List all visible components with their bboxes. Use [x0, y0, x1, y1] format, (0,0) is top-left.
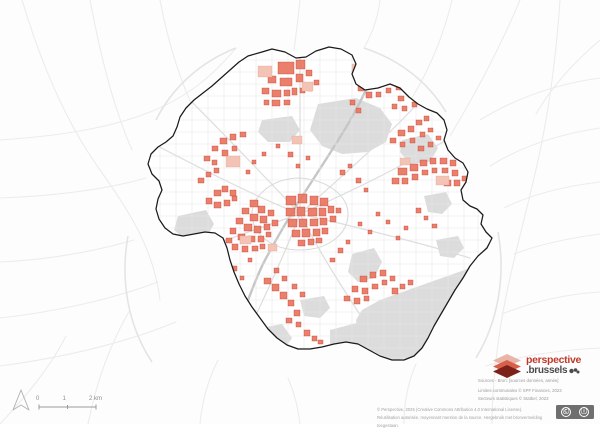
logo-iris-icon [569, 368, 580, 374]
canal [236, 52, 382, 334]
copyright-line-3: toegestaan. [377, 422, 399, 428]
inner-ring-road [251, 177, 349, 251]
perspective-brussels-logo[interactable]: perspective .brussels [492, 353, 596, 378]
scale-bar-labels: 0 1 2 km [36, 396, 102, 402]
logo-diamond-mark [493, 354, 521, 378]
sources-line-3: Secteurs statistiques © Statbel, 2023 [478, 395, 549, 401]
scale-tick-2: 2 km [88, 396, 102, 402]
scale-tick-1: 1 [62, 396, 66, 402]
north-arrow-icon [12, 389, 30, 411]
copyright-line-1: © Perspective, 2025 (Creative Commons At… [377, 407, 523, 412]
scale-tick-0: 0 [36, 396, 40, 402]
cc-by-symbol-icon: ⓘ [579, 407, 589, 417]
region-boundary-outline [147, 46, 493, 361]
copyright-line-2: Réutilisation autorisée, moyennant menti… [377, 414, 543, 420]
sources-block: Sources - Bron: [sources données, année]… [478, 377, 596, 402]
outside-motorway [124, 47, 502, 363]
logo-perspective-text: perspective [526, 354, 582, 367]
cc-symbol-icon: Ⓒ [561, 407, 571, 417]
sources-line-1: Sources - Bron: [sources données, année] [478, 378, 559, 383]
logo-brussels-text: .brussels [526, 364, 568, 376]
copyright-block: © Perspective, 2025 (Creative Commons At… [377, 406, 547, 429]
scale-bar-group: 0 1 2 km [10, 388, 104, 412]
observation-zones[interactable] [173, 55, 468, 345]
sources-line-2: Limites communales © SPF Finances, 2023 [478, 388, 562, 394]
scale-bar-graphic [38, 404, 97, 410]
creative-commons-by-badge[interactable]: Ⓒ ⓘ [556, 405, 594, 419]
